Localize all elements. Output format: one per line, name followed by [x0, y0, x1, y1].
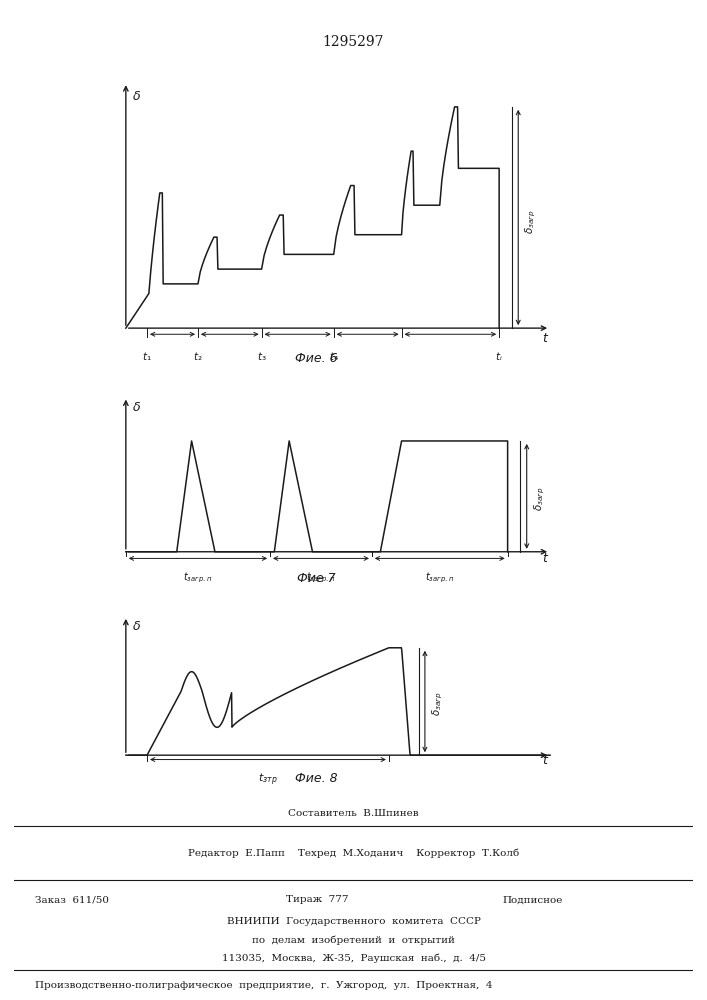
Text: 1295297: 1295297: [323, 35, 384, 49]
Text: Заказ  611/50: Заказ 611/50: [35, 896, 108, 904]
Text: Фие 7: Фие 7: [298, 572, 336, 585]
Text: $t_{з тр}$: $t_{з тр}$: [258, 772, 278, 788]
Text: ВНИИПИ  Государственного  комитета  СССР: ВНИИПИ Государственного комитета СССР: [226, 918, 481, 926]
Text: Редактор  Е.Папп    Техред  М.Ходанич    Корректор  Т.Колб: Редактор Е.Папп Техред М.Ходанич Коррект…: [188, 848, 519, 858]
Text: $t₁$: $t₁$: [142, 350, 152, 362]
Text: $t_{загр.п}$: $t_{загр.п}$: [183, 571, 213, 585]
Text: 113035,  Москва,  Ж-35,  Раушская  наб.,  д.  4/5: 113035, Москва, Ж-35, Раушская наб., д. …: [221, 953, 486, 963]
Text: $t$: $t$: [542, 552, 549, 565]
Text: $\delta$: $\delta$: [132, 620, 141, 633]
Text: по  делам  изобретений  и  открытий: по делам изобретений и открытий: [252, 935, 455, 945]
Text: Фие. 8: Фие. 8: [296, 772, 338, 785]
Text: Составитель  В.Шпинев: Составитель В.Шпинев: [288, 808, 419, 818]
Text: Тираж  777: Тираж 777: [286, 896, 348, 904]
Text: $\delta$: $\delta$: [132, 401, 141, 414]
Text: $t₄$: $t₄$: [329, 350, 339, 362]
Text: $\delta_{загр}$: $\delta_{загр}$: [532, 486, 547, 511]
Text: Производственно-полиграфическое  предприятие,  г.  Ужгород,  ул.  Проектная,  4: Производственно-полиграфическое предприя…: [35, 982, 492, 990]
Text: $t_{загр.п}$: $t_{загр.п}$: [425, 571, 455, 585]
Text: $t$: $t$: [542, 332, 549, 345]
Text: Подписное: Подписное: [503, 896, 563, 904]
Text: $t₃$: $t₃$: [257, 350, 267, 362]
Text: $t_{загр.п}$: $t_{загр.п}$: [306, 571, 336, 585]
Text: $t₂$: $t₂$: [193, 350, 203, 362]
Text: $tᵢ$: $tᵢ$: [496, 350, 503, 362]
Text: $\delta_{загр}$: $\delta_{загр}$: [431, 691, 445, 716]
Text: Фие. 6: Фие. 6: [296, 352, 338, 365]
Text: $t$: $t$: [542, 754, 549, 767]
Text: $\delta$: $\delta$: [132, 90, 141, 103]
Text: $\delta_{загр}$: $\delta_{загр}$: [524, 210, 538, 234]
